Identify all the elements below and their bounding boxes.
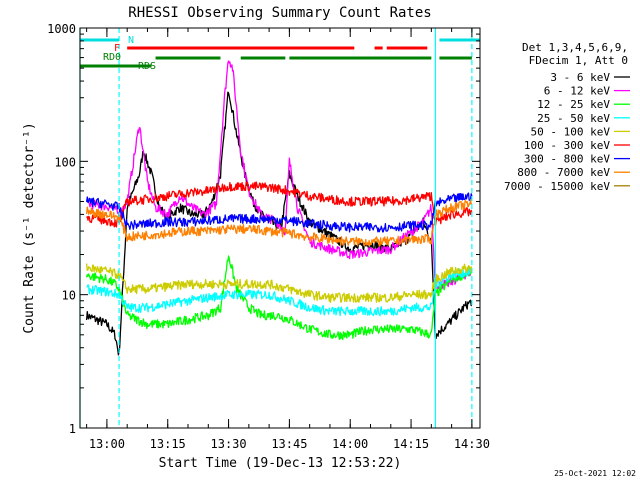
x-tick-label: 13:15	[150, 437, 186, 451]
plot-frame	[79, 27, 481, 429]
series-line	[85, 60, 473, 290]
legend-item-label: 7000 - 15000 keV	[504, 180, 610, 193]
x-tick-label: 14:00	[332, 437, 368, 451]
series-line	[85, 255, 472, 341]
flag-label: F	[114, 43, 120, 54]
legend-item-label: 50 - 100 keV	[531, 125, 611, 138]
x-tick-label: 13:45	[271, 437, 307, 451]
series-line	[86, 181, 473, 228]
series-line	[85, 263, 473, 303]
flag-label: RD0	[103, 52, 121, 63]
legend-item-label: 25 - 50 keV	[537, 112, 610, 125]
legend-header-line: Det 1,3,4,5,6,9,	[522, 41, 628, 54]
x-tick-label: 14:15	[393, 437, 429, 451]
legend-item-label: 12 - 25 keV	[537, 98, 610, 111]
x-tick-label: 14:30	[454, 437, 490, 451]
x-axis-label: Start Time (19-Dec-13 12:53:22)	[159, 456, 402, 471]
series-line	[85, 192, 473, 233]
y-tick-label: 100	[54, 155, 76, 169]
legend-item-label: 300 - 800 keV	[524, 153, 610, 166]
series-line	[85, 199, 472, 247]
y-axis-label: Count Rate (s⁻¹ detector⁻¹)	[22, 122, 37, 333]
legend-item-label: 800 - 7000 keV	[517, 166, 610, 179]
legend-item-label: 100 - 300 keV	[524, 139, 610, 152]
y-tick-label: 1000	[47, 22, 76, 36]
x-tick-label: 13:30	[211, 437, 247, 451]
flag-label: RDS	[138, 61, 156, 72]
legend-item-label: 3 - 6 keV	[550, 71, 610, 84]
chart-title: RHESSI Observing Summary Count Rates	[128, 5, 431, 21]
legend: Det 1,3,4,5,6,9,FDecim 1, Att 0 3 - 6 keV…	[504, 41, 630, 193]
flag-label: N	[128, 35, 134, 46]
x-tick-label: 13:00	[89, 437, 125, 451]
legend-item-label: 6 - 12 keV	[544, 85, 611, 98]
y-tick-label: 10	[62, 289, 76, 303]
y-tick-label: 1	[69, 422, 76, 436]
timestamp: 25-Oct-2021 12:02	[554, 469, 636, 478]
series-line	[86, 266, 473, 317]
legend-header-line: FDecim 1, Att 0	[529, 54, 628, 67]
